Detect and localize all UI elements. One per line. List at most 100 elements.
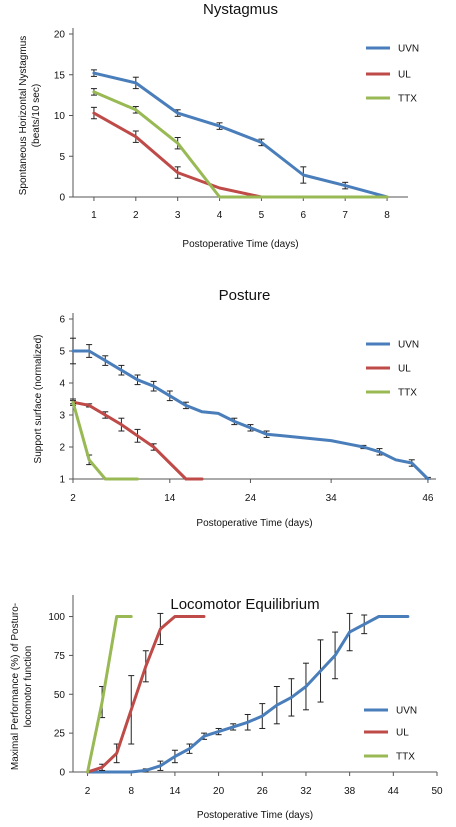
- legend-item-ul: UL: [364, 728, 409, 739]
- series-line-ttx: [86, 615, 133, 774]
- y-tick-label: 20: [54, 30, 66, 41]
- data-point: [93, 91, 95, 93]
- x-tick-label: 3: [175, 210, 181, 221]
- data-point: [394, 459, 397, 461]
- data-point: [101, 766, 103, 769]
- series-ul: [70, 398, 204, 481]
- data-point: [86, 771, 89, 773]
- x-tick-label: 46: [422, 493, 434, 504]
- data-point: [159, 628, 162, 630]
- y-tick-label: 25: [54, 729, 66, 740]
- data-point: [135, 108, 137, 111]
- x-tick-label: 20: [213, 786, 225, 797]
- data-point: [290, 696, 293, 699]
- y-tick-label: 6: [59, 315, 65, 326]
- data-point: [159, 764, 162, 767]
- y-tick-label: 4: [59, 379, 65, 390]
- x-tick-label: 2: [70, 493, 76, 504]
- chart-title: Locomotor Equilibrium: [170, 596, 319, 613]
- legend-label: UL: [398, 70, 411, 81]
- legend-label: TTX: [398, 388, 417, 399]
- data-point: [348, 631, 351, 633]
- legend-label: UVN: [398, 340, 419, 351]
- data-point: [93, 112, 95, 114]
- x-tick-label: 7: [342, 210, 348, 221]
- y-axis-label: Support surface (normalized): [33, 335, 44, 464]
- data-point: [319, 670, 322, 672]
- x-tick-label: 2: [85, 786, 91, 797]
- data-point: [218, 196, 221, 198]
- x-tick-label: 8: [128, 786, 134, 797]
- data-point: [185, 478, 187, 480]
- chart-title: Posture: [219, 287, 271, 304]
- data-point: [260, 141, 263, 144]
- data-point: [174, 615, 176, 618]
- x-tick-label: 34: [326, 493, 338, 504]
- y-tick-label: 2: [59, 443, 65, 454]
- data-point: [314, 438, 316, 440]
- data-point: [201, 478, 203, 480]
- data-point: [203, 735, 205, 738]
- data-point: [130, 771, 133, 773]
- y-tick-label: 5: [59, 347, 65, 358]
- data-point: [152, 446, 155, 448]
- data-point: [115, 752, 118, 755]
- legend-item-ttx: TTX: [364, 752, 415, 763]
- legend-label: TTX: [396, 752, 415, 763]
- data-point: [101, 771, 103, 773]
- legend-item-uvn: UVN: [364, 706, 417, 717]
- x-tick-label: 4: [217, 210, 223, 221]
- data-point: [130, 615, 133, 618]
- x-tick-label: 2: [133, 210, 139, 221]
- data-point: [260, 196, 263, 198]
- legend-label: UL: [396, 728, 409, 739]
- series-ttx: [86, 615, 133, 774]
- data-point: [218, 187, 221, 189]
- data-point: [188, 747, 191, 750]
- data-point: [136, 435, 139, 437]
- series-line-uvn: [71, 349, 430, 481]
- data-point: [104, 414, 107, 416]
- chart-0: Nystagmus 0 5 10 15 20 1 2 3 4 5 6 7 8 Postoperative T…: [18, 1, 419, 250]
- y-axis-label: Maximal Performance (%) of Posturo-: [10, 603, 21, 770]
- data-point: [411, 462, 413, 464]
- data-point: [378, 451, 381, 453]
- x-tick-label: 8: [384, 210, 390, 221]
- data-point: [233, 420, 236, 423]
- data-point: [344, 196, 346, 198]
- data-point: [88, 459, 90, 461]
- data-point: [281, 435, 284, 437]
- data-point: [334, 654, 336, 657]
- legend-item-ttx: TTX: [366, 388, 417, 399]
- data-point: [115, 615, 118, 618]
- legend-item-uvn: UVN: [366, 340, 419, 351]
- data-point: [305, 685, 307, 688]
- data-point: [135, 82, 137, 84]
- data-point: [136, 478, 139, 480]
- x-tick-label: 5: [259, 210, 265, 221]
- y-axis-label: locomotor function: [23, 646, 34, 728]
- data-point: [104, 359, 107, 362]
- data-point: [88, 350, 90, 352]
- data-point: [88, 404, 90, 407]
- data-point: [120, 369, 123, 372]
- data-point: [120, 478, 123, 480]
- x-tick-label: 14: [169, 786, 181, 797]
- data-point: [135, 135, 137, 138]
- data-point: [104, 478, 107, 480]
- legend-label: UVN: [398, 44, 419, 55]
- data-point: [386, 196, 388, 198]
- legend-label: UVN: [396, 706, 417, 717]
- y-tick-label: 0: [59, 193, 65, 204]
- legend-item-ttx: TTX: [366, 94, 417, 105]
- series-uvn: [86, 612, 410, 774]
- series-ul: [86, 612, 206, 774]
- data-point: [130, 709, 133, 711]
- data-point: [330, 439, 332, 442]
- series-line-ttx: [92, 90, 389, 199]
- data-point: [249, 427, 252, 429]
- series-ttx: [90, 88, 389, 199]
- x-tick-label: 6: [301, 210, 307, 221]
- legend-label: TTX: [398, 94, 417, 105]
- y-tick-label: 1: [59, 475, 65, 486]
